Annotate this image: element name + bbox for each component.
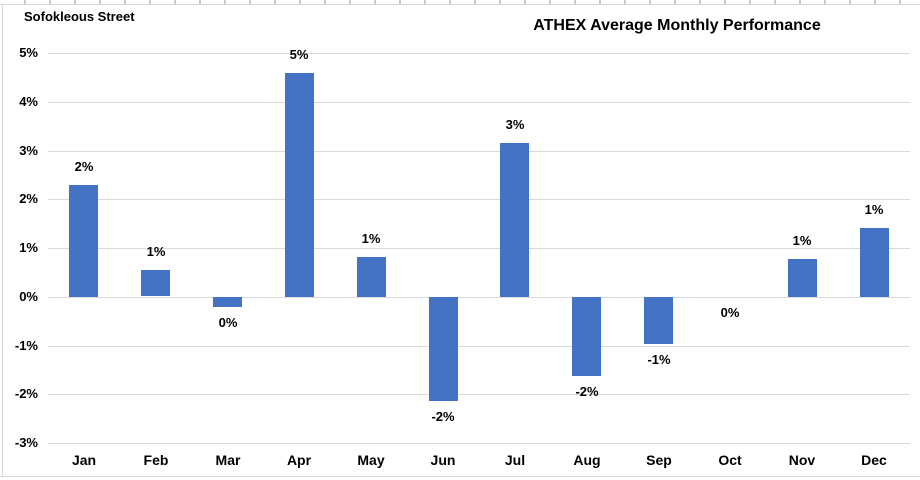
gridline (48, 102, 910, 103)
bottom-border (0, 476, 920, 477)
x-axis-label-aug: Aug (573, 452, 601, 468)
gridline (48, 199, 910, 200)
data-label-sep: -1% (647, 352, 671, 367)
data-label-mar: 0% (218, 315, 238, 330)
x-axis-label-mar: Mar (215, 452, 241, 468)
y-axis-tick-label: -3% (14, 435, 38, 450)
y-axis-tick-label: 3% (19, 143, 38, 158)
x-axis-label-sep: Sep (646, 452, 672, 468)
bar-dec (860, 228, 889, 297)
y-axis-tick-label: 2% (19, 191, 38, 206)
x-axis-label-jul: Jul (504, 452, 526, 468)
gridline (48, 248, 910, 249)
x-axis-label-oct: Oct (718, 452, 742, 468)
gridline (48, 443, 910, 444)
y-axis-tick-label: 5% (19, 45, 38, 60)
x-axis-label-apr: Apr (286, 452, 312, 468)
bar-feb (141, 270, 170, 296)
bar-sep (644, 297, 673, 344)
y-axis-tick-label: 4% (19, 94, 38, 109)
x-axis-label-dec: Dec (861, 452, 887, 468)
gridline (48, 346, 910, 347)
gridline (48, 53, 910, 54)
bar-jun (429, 297, 458, 401)
y-axis-tick-label: 0% (19, 289, 38, 304)
bar-mar (213, 297, 242, 307)
gridline (48, 394, 910, 395)
data-label-oct: 0% (720, 305, 740, 320)
x-axis-label-feb: Feb (143, 452, 169, 468)
chart-title: ATHEX Average Monthly Performance (533, 17, 821, 34)
x-axis-label-jan: Jan (71, 452, 97, 468)
y-axis-tick-label: -1% (14, 338, 38, 353)
gridline (48, 297, 910, 298)
left-border (2, 4, 3, 477)
x-axis-label-nov: Nov (788, 452, 816, 468)
y-axis-tick-label: 1% (19, 240, 38, 255)
corner-label: Sofokleous Street (24, 9, 135, 24)
bar-jan (69, 185, 98, 297)
data-label-nov: 1% (792, 233, 812, 248)
data-label-dec: 1% (864, 202, 884, 217)
data-label-jul: 3% (505, 117, 525, 132)
x-axis-label-jun: Jun (430, 452, 456, 468)
gridline (48, 151, 910, 152)
bar-may (357, 257, 386, 297)
data-label-aug: -2% (575, 384, 599, 399)
data-label-may: 1% (361, 231, 381, 246)
y-axis-tick-label: -2% (14, 386, 38, 401)
bar-aug (572, 297, 601, 376)
data-label-jan: 2% (74, 159, 94, 174)
bar-jul (500, 143, 529, 297)
data-label-jun: -2% (431, 409, 455, 424)
data-label-apr: 5% (289, 47, 309, 62)
bar-apr (285, 73, 314, 297)
data-label-feb: 1% (146, 244, 166, 259)
top-ticks-border (0, 0, 920, 5)
x-axis-label-may: May (357, 452, 385, 468)
bar-nov (788, 259, 817, 297)
